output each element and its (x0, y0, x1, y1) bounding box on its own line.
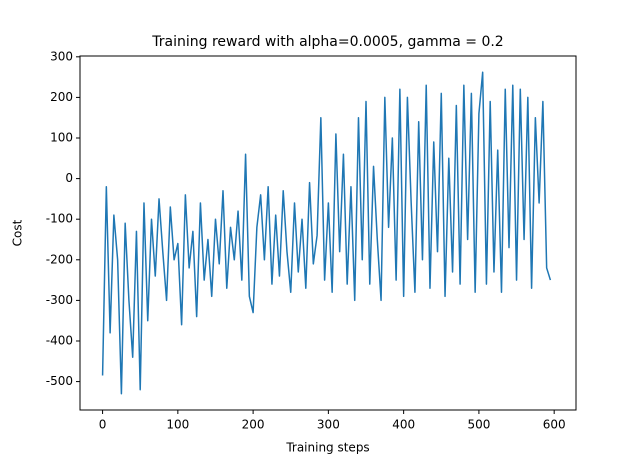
x-tick-label: 300 (317, 418, 340, 432)
y-tick-label: -100 (46, 212, 73, 226)
y-tick-label: 200 (50, 90, 73, 104)
y-tick-label: -400 (46, 333, 73, 347)
x-tick-label: 200 (242, 418, 265, 432)
data-line (101, 71, 552, 395)
x-tick-label: 0 (99, 418, 107, 432)
x-tick-label: 500 (467, 418, 490, 432)
x-axis-label: Training steps (285, 441, 369, 455)
chart-title: Training reward with alpha=0.0005, gamma… (151, 34, 503, 50)
y-tick-label: -500 (46, 374, 73, 388)
x-tick-label: 600 (543, 418, 566, 432)
plot-frame (79, 55, 577, 411)
x-tick-label: 400 (392, 418, 415, 432)
y-axis-label: Cost (11, 219, 25, 246)
y-tick-label: 0 (65, 171, 73, 185)
y-tick-label: 300 (50, 49, 73, 63)
y-tick-label: -200 (46, 252, 73, 266)
y-tick-label: 100 (50, 131, 73, 145)
y-tick-label: -300 (46, 293, 73, 307)
x-tick-label: 100 (166, 418, 189, 432)
